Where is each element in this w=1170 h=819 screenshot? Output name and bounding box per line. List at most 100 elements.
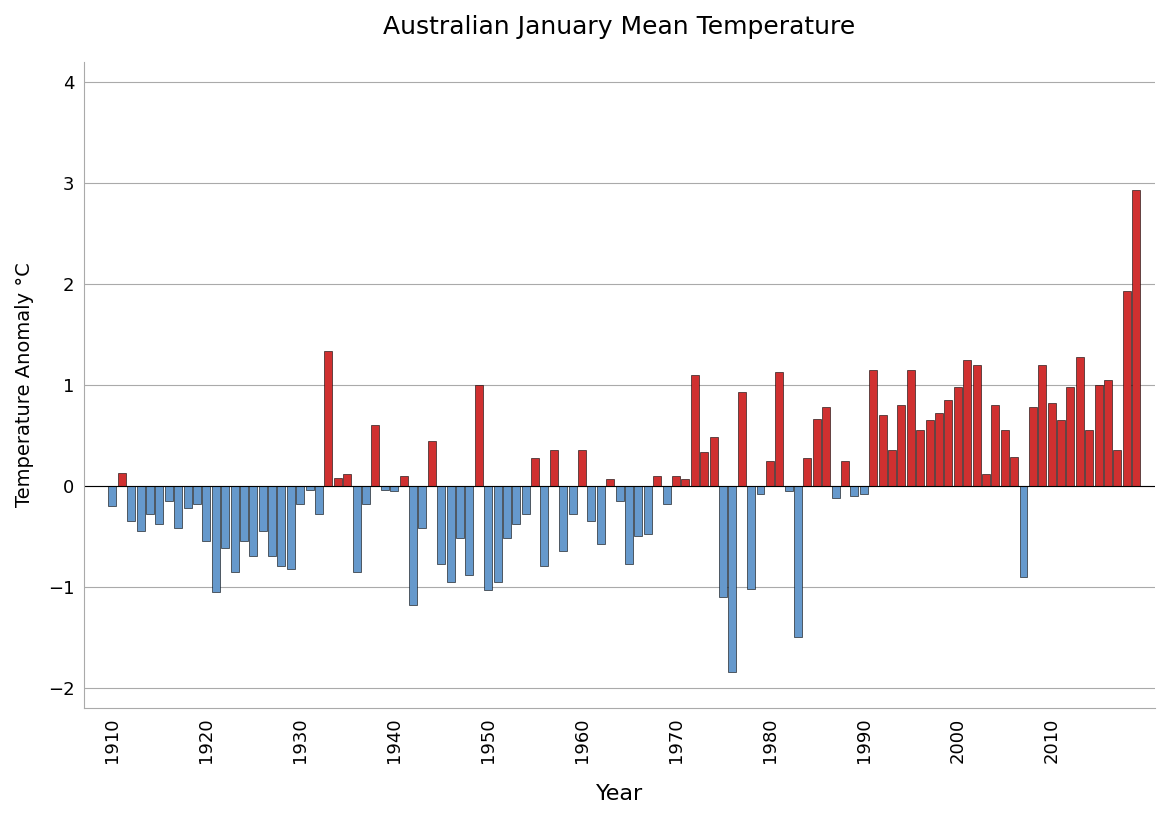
Bar	[897, 405, 906, 486]
Bar	[982, 473, 990, 486]
Bar	[559, 486, 567, 551]
Bar	[352, 486, 360, 572]
Bar	[1019, 486, 1027, 577]
Bar	[324, 351, 332, 486]
Bar	[644, 486, 652, 534]
Bar	[963, 360, 971, 486]
Bar	[1057, 420, 1065, 486]
Bar	[109, 486, 116, 506]
Bar	[1133, 190, 1141, 486]
Bar	[1028, 407, 1037, 486]
Bar	[851, 486, 859, 495]
Bar	[1104, 380, 1112, 486]
Bar	[757, 486, 764, 494]
Bar	[410, 486, 417, 605]
Bar	[240, 486, 248, 541]
Bar	[193, 486, 201, 504]
Bar	[804, 459, 812, 486]
Bar	[1000, 430, 1009, 486]
Bar	[484, 486, 493, 590]
Bar	[615, 486, 624, 501]
Bar	[709, 437, 717, 486]
Bar	[991, 405, 999, 486]
Bar	[400, 476, 407, 486]
Bar	[935, 413, 943, 486]
Bar	[221, 486, 229, 549]
Bar	[672, 476, 680, 486]
Bar	[1095, 385, 1102, 486]
Bar	[230, 486, 239, 572]
Bar	[494, 486, 502, 581]
Title: Australian January Mean Temperature: Australian January Mean Temperature	[384, 15, 855, 39]
Bar	[813, 419, 821, 486]
Bar	[315, 486, 323, 514]
Bar	[184, 486, 192, 508]
Bar	[503, 486, 511, 538]
Bar	[541, 486, 549, 567]
Bar	[776, 372, 783, 486]
Bar	[718, 486, 727, 597]
Bar	[729, 486, 736, 672]
Bar	[202, 486, 211, 541]
Bar	[690, 375, 698, 486]
Bar	[794, 486, 803, 637]
Bar	[879, 415, 887, 486]
Bar	[268, 486, 276, 556]
Bar	[841, 460, 849, 486]
Bar	[662, 486, 670, 504]
Bar	[766, 460, 773, 486]
Bar	[447, 486, 454, 581]
Bar	[512, 486, 521, 524]
Bar	[832, 486, 840, 498]
Bar	[785, 486, 793, 491]
Bar	[954, 387, 962, 486]
Bar	[925, 420, 934, 486]
X-axis label: Year: Year	[596, 784, 644, 804]
Bar	[522, 486, 530, 514]
Bar	[1067, 387, 1074, 486]
Bar	[587, 486, 596, 521]
Bar	[597, 486, 605, 545]
Bar	[466, 486, 474, 575]
Bar	[277, 486, 285, 567]
Bar	[653, 476, 661, 486]
Bar	[380, 486, 388, 490]
Bar	[1076, 356, 1083, 486]
Bar	[531, 459, 539, 486]
Bar	[287, 486, 295, 568]
Bar	[1038, 364, 1046, 486]
Bar	[869, 369, 878, 486]
Bar	[456, 486, 464, 538]
Bar	[634, 486, 642, 536]
Bar	[550, 450, 558, 486]
Bar	[362, 486, 370, 504]
Bar	[748, 486, 755, 589]
Bar	[343, 473, 351, 486]
Bar	[391, 486, 398, 491]
Bar	[1114, 450, 1121, 486]
Bar	[1047, 403, 1055, 486]
Bar	[146, 486, 154, 514]
Bar	[419, 486, 426, 528]
Bar	[681, 478, 689, 486]
Bar	[700, 452, 708, 486]
Bar	[165, 486, 173, 501]
Bar	[907, 369, 915, 486]
Bar	[916, 430, 924, 486]
Bar	[944, 400, 952, 486]
Bar	[128, 486, 136, 521]
Bar	[606, 478, 614, 486]
Bar	[1123, 291, 1131, 486]
Bar	[475, 385, 483, 486]
Bar	[156, 486, 164, 524]
Bar	[333, 477, 342, 486]
Y-axis label: Temperature Anomaly °C: Temperature Anomaly °C	[15, 262, 34, 507]
Bar	[972, 364, 980, 486]
Bar	[1010, 458, 1018, 486]
Bar	[296, 486, 304, 504]
Bar	[249, 486, 257, 556]
Bar	[1086, 430, 1093, 486]
Bar	[137, 486, 145, 532]
Bar	[118, 473, 126, 486]
Bar	[569, 486, 577, 514]
